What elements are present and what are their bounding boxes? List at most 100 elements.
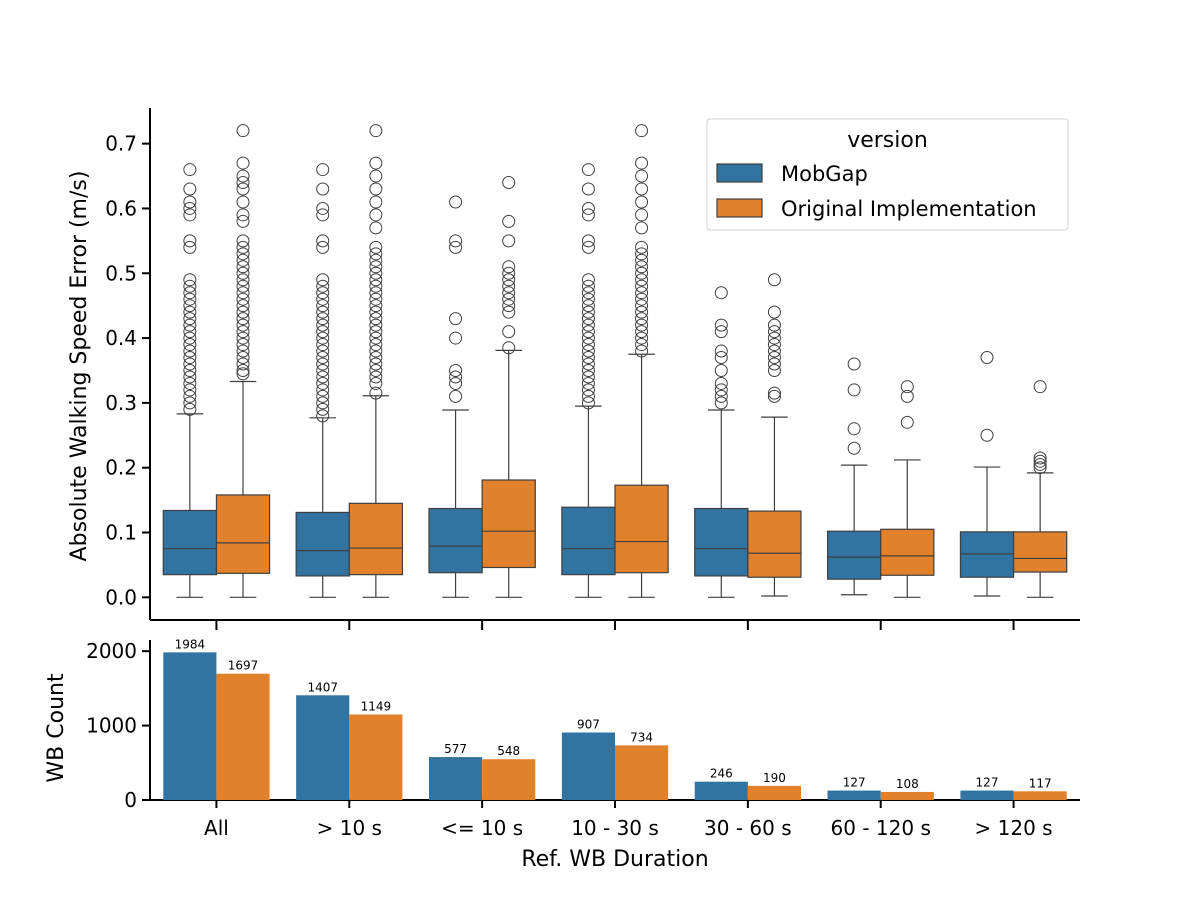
outlier-point (369, 318, 383, 332)
outlier-point (183, 370, 197, 384)
outlier-point (767, 305, 781, 319)
outlier-point (316, 318, 330, 332)
bar-0-5 (827, 790, 881, 800)
outlier-point (316, 234, 330, 248)
bar-value-label: 117 (1029, 776, 1052, 790)
outlier-point (635, 156, 649, 170)
outlier-point (369, 363, 383, 377)
outlier-point (635, 338, 649, 352)
outlier-point (183, 305, 197, 319)
outlier-point (183, 182, 197, 196)
outlier-point (767, 325, 781, 339)
outlier-point (767, 318, 781, 332)
x-axis-title: Ref. WB Duration (521, 847, 708, 872)
bar-value-label: 1697 (228, 659, 259, 673)
outlier-point (316, 338, 330, 352)
y-tick-label: 0.2 (105, 456, 137, 480)
outlier-point (183, 389, 197, 403)
outlier-point (714, 396, 728, 410)
legend-title: version (847, 128, 928, 153)
box-1-5 (880, 528, 935, 576)
x-tick-label: > 120 s (975, 816, 1053, 840)
outlier-point (581, 383, 595, 397)
outlier-point (183, 286, 197, 300)
outlier-point (236, 273, 250, 287)
outlier-point (183, 338, 197, 352)
outlier-point (581, 163, 595, 177)
outlier-point (581, 208, 595, 222)
outlier-point (316, 286, 330, 300)
bar-0-4 (694, 781, 748, 800)
y-tick-label: 1000 (86, 714, 137, 738)
outlier-point (714, 389, 728, 403)
bar-1-0 (216, 673, 270, 800)
bar-1-3 (615, 745, 669, 800)
box-plot-panel: 0.0 0.1 0.2 0.3 0.4 0.5 0.6 0.7 Absolute Walking… (67, 108, 1080, 630)
outlier-point (236, 325, 250, 339)
outlier-point (369, 195, 383, 209)
outlier-point (581, 318, 595, 332)
outlier-point (502, 299, 516, 313)
box-0-0 (162, 509, 218, 576)
outlier-point (767, 273, 781, 287)
outlier-point (502, 305, 516, 319)
outlier-point (581, 389, 595, 403)
legend-swatch-0 (716, 163, 763, 183)
outlier-point (847, 383, 861, 397)
outlier-point (316, 312, 330, 326)
outlier-point (635, 260, 649, 274)
outlier-point (316, 163, 330, 177)
outlier-point (183, 331, 197, 345)
outlier-point (236, 247, 250, 261)
outlier-point (581, 305, 595, 319)
outlier-point (635, 305, 649, 319)
outlier-point (316, 357, 330, 371)
y-tick-label: 0.0 (105, 585, 137, 609)
outlier-point (980, 428, 994, 442)
y-tick-label: 0.4 (105, 326, 137, 350)
outlier-point (714, 286, 728, 300)
outlier-point (369, 292, 383, 306)
outlier-point (581, 357, 595, 371)
bar-value-label: 190 (763, 771, 786, 785)
outlier-point (635, 312, 649, 326)
bar-value-label: 548 (497, 744, 520, 758)
bar-0-0 (163, 652, 217, 800)
outlier-point (183, 376, 197, 390)
outlier-point (236, 266, 250, 280)
outlier-point (183, 273, 197, 287)
outlier-point (767, 351, 781, 365)
outlier-point (449, 234, 463, 248)
outlier-point (847, 422, 861, 436)
outlier-point (183, 240, 197, 254)
outlier-point (316, 325, 330, 339)
y-tick-label: 0.3 (105, 391, 137, 415)
x-tick-label: 60 - 120 s (831, 816, 931, 840)
outlier-point (581, 240, 595, 254)
bar-plot-panel: 0 1000 2000 All > 10 s <= 10 s 10 - 30 s 30 - 6… (44, 637, 1080, 872)
outlier-point (581, 363, 595, 377)
outlier-point (236, 286, 250, 300)
outlier-point (581, 286, 595, 300)
outlier-point (236, 240, 250, 254)
outlier-point (635, 299, 649, 313)
outlier-point (316, 344, 330, 358)
bar-0-2 (429, 757, 483, 800)
outlier-point (767, 331, 781, 345)
outlier-point (635, 195, 649, 209)
outlier-point (369, 260, 383, 274)
outlier-point (369, 266, 383, 280)
outlier-point (449, 389, 463, 403)
outlier-point (183, 163, 197, 177)
outlier-point (635, 266, 649, 280)
outlier-point (1033, 451, 1047, 465)
outlier-point (236, 351, 250, 365)
outlier-point (369, 182, 383, 196)
outlier-point (449, 370, 463, 384)
outlier-point (236, 260, 250, 274)
x-tick-label: <= 10 s (441, 816, 523, 840)
outlier-point (581, 396, 595, 410)
outlier-point (449, 331, 463, 345)
bar-value-label: 246 (710, 767, 733, 781)
